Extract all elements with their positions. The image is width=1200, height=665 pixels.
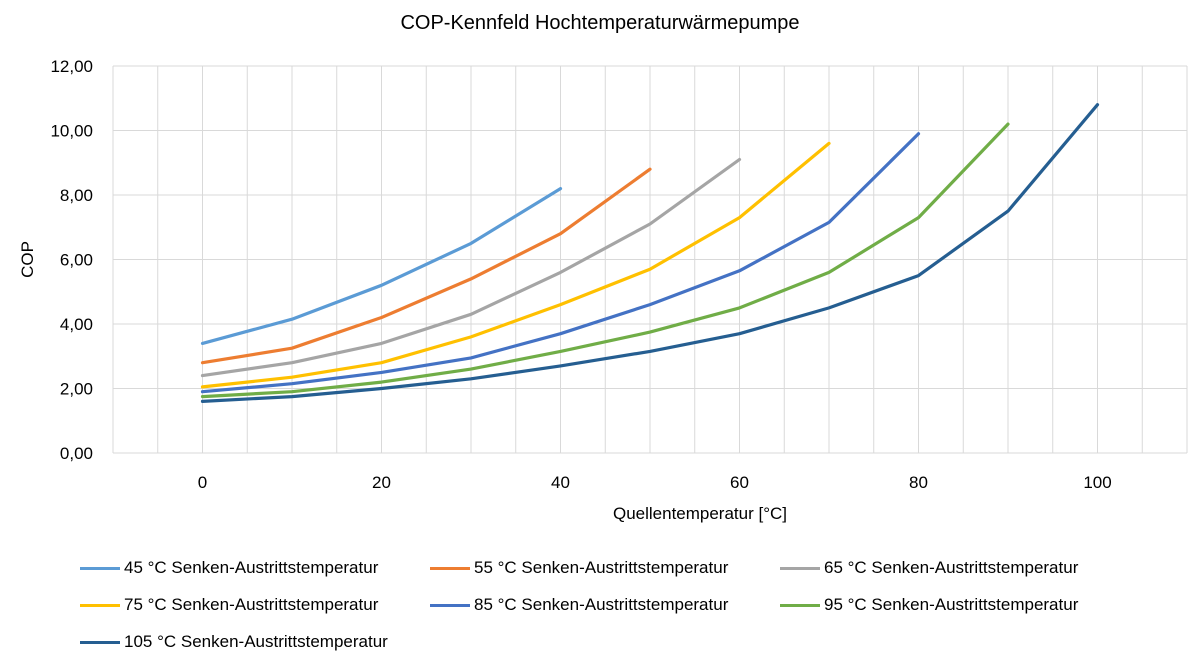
series-line-2 bbox=[200, 167, 652, 365]
y-tick-label: 8,00 bbox=[60, 186, 93, 205]
legend-label: 65 °C Senken-Austrittstemperatur bbox=[824, 558, 1079, 577]
legend-item: 95 °C Senken-Austrittstemperatur bbox=[780, 593, 1078, 617]
legend-item: 85 °C Senken-Austrittstemperatur bbox=[430, 593, 728, 617]
series-line-3 bbox=[200, 157, 742, 378]
legend-swatch bbox=[80, 640, 120, 644]
x-axis-label: Quellentemperatur [°C] bbox=[613, 504, 787, 523]
legend-item: 65 °C Senken-Austrittstemperatur bbox=[780, 556, 1078, 580]
series-line-1 bbox=[200, 187, 563, 345]
y-tick-label: 4,00 bbox=[60, 315, 93, 334]
y-tick-label: 2,00 bbox=[60, 380, 93, 399]
y-tick-label: 0,00 bbox=[60, 444, 93, 463]
x-tick-label: 80 bbox=[909, 473, 928, 492]
y-tick-label: 6,00 bbox=[60, 251, 93, 270]
legend-label: 45 °C Senken-Austrittstemperatur bbox=[124, 558, 379, 577]
legend-label: 75 °C Senken-Austrittstemperatur bbox=[124, 595, 379, 614]
legend-label: 105 °C Senken-Austrittstemperatur bbox=[124, 632, 388, 651]
series-line-7 bbox=[200, 103, 1100, 403]
legend-swatch bbox=[80, 566, 120, 570]
legend-swatch bbox=[430, 566, 470, 570]
y-tick-label: 10,00 bbox=[50, 122, 93, 141]
legend-label: 95 °C Senken-Austrittstemperatur bbox=[824, 595, 1079, 614]
x-tick-label: 20 bbox=[372, 473, 391, 492]
legend-swatch bbox=[80, 603, 120, 607]
series-line-5 bbox=[200, 132, 921, 394]
x-tick-label: 100 bbox=[1083, 473, 1111, 492]
chart-title: COP-Kennfeld Hochtemperaturwärmepumpe bbox=[400, 12, 800, 34]
legend-item: 105 °C Senken-Austrittstemperatur bbox=[80, 630, 388, 654]
series-line-6 bbox=[200, 122, 1010, 399]
legend-swatch bbox=[430, 603, 470, 607]
legend-item: 45 °C Senken-Austrittstemperatur bbox=[80, 556, 378, 580]
series-line-4 bbox=[200, 141, 831, 389]
x-tick-label: 40 bbox=[551, 473, 570, 492]
legend-item: 55 °C Senken-Austrittstemperatur bbox=[430, 556, 728, 580]
y-axis-label: COP bbox=[18, 241, 37, 278]
legend-item: 75 °C Senken-Austrittstemperatur bbox=[80, 593, 378, 617]
x-tick-label: 0 bbox=[198, 473, 207, 492]
x-tick-label: 60 bbox=[730, 473, 749, 492]
legend-swatch bbox=[780, 603, 820, 607]
y-tick-label: 12,00 bbox=[50, 57, 93, 76]
legend-swatch bbox=[780, 566, 820, 570]
legend-label: 55 °C Senken-Austrittstemperatur bbox=[474, 558, 729, 577]
legend-label: 85 °C Senken-Austrittstemperatur bbox=[474, 595, 729, 614]
